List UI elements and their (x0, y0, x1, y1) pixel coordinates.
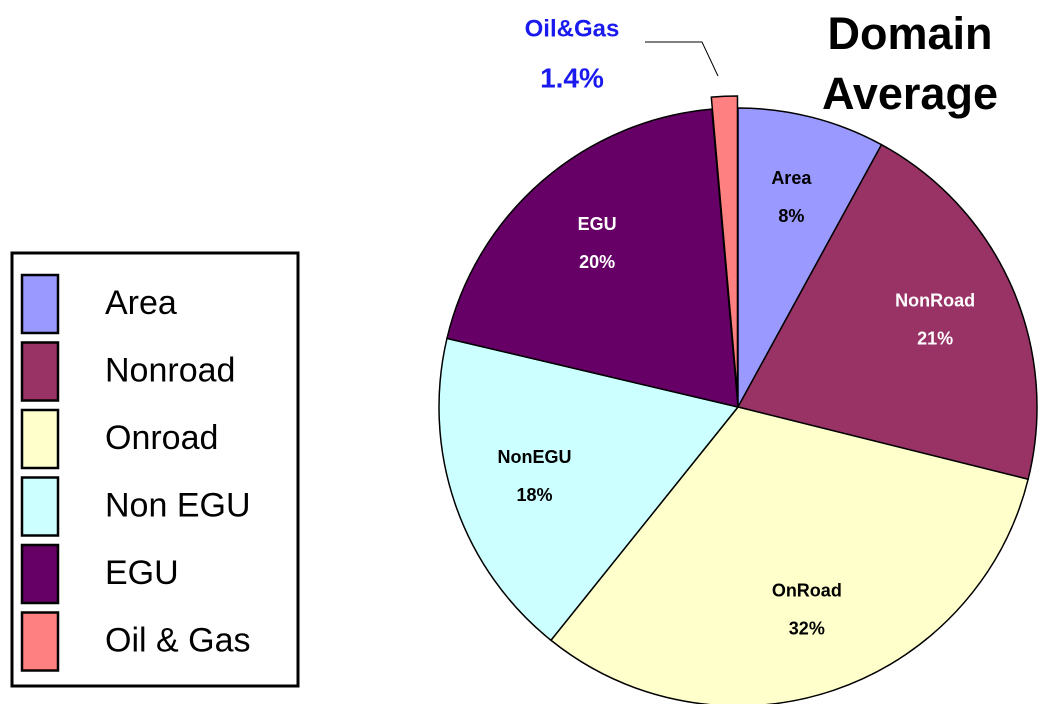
chart-title: Domain Average (822, 8, 998, 119)
pie-slice (710, 95, 739, 396)
legend-text: Non EGU (105, 486, 251, 524)
legend-swatch (20, 611, 60, 672)
legend-swatch (20, 408, 60, 470)
value-label: 18% (516, 485, 552, 505)
legend-text: Oil & Gas (105, 621, 250, 659)
legend-text: EGU (105, 554, 179, 592)
leader-line (645, 41, 719, 77)
slice-label: NonRoad (895, 290, 975, 310)
legend-box (10, 251, 300, 688)
value-label: 21% (917, 328, 953, 348)
value-label: 20% (579, 252, 615, 272)
pie-slice (446, 108, 739, 408)
legend-swatch (20, 341, 60, 402)
pie-slice (737, 107, 883, 408)
legend-text: Area (105, 284, 177, 322)
slice-label: OnRoad (772, 581, 842, 601)
legend-swatch (20, 476, 60, 537)
pie-slice (549, 406, 1030, 704)
legend-text: Nonroad (105, 351, 235, 389)
slice-label: Area (771, 168, 812, 188)
legend-text: Onroad (105, 419, 218, 457)
pie-slice (736, 143, 1038, 481)
pie-slice (438, 337, 740, 642)
legend-swatch (20, 543, 60, 605)
slice-label: NonEGU (497, 447, 571, 467)
slice-label: EGU (578, 214, 617, 234)
value-label: 8% (778, 206, 804, 226)
slice-label: Oil&Gas (525, 15, 620, 42)
legend-swatch (20, 273, 60, 335)
value-label: 1.4% (540, 62, 604, 93)
value-label: 32% (789, 619, 825, 639)
